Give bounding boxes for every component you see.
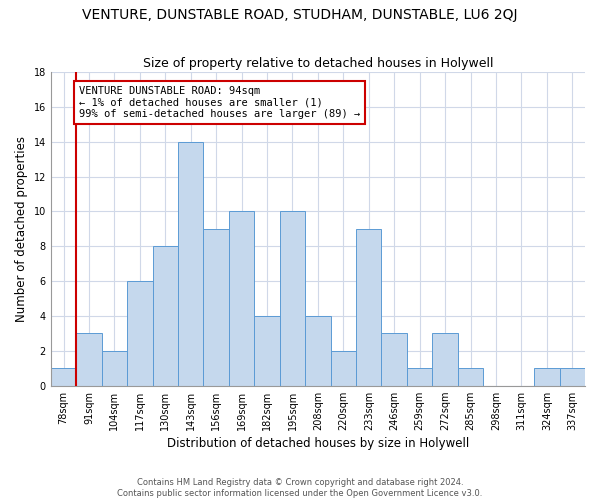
Text: Contains HM Land Registry data © Crown copyright and database right 2024.
Contai: Contains HM Land Registry data © Crown c… xyxy=(118,478,482,498)
Bar xyxy=(382,334,407,386)
Title: Size of property relative to detached houses in Holywell: Size of property relative to detached ho… xyxy=(143,56,493,70)
Bar xyxy=(229,212,254,386)
Bar xyxy=(534,368,560,386)
Bar xyxy=(178,142,203,386)
Bar xyxy=(280,212,305,386)
Bar xyxy=(560,368,585,386)
Bar xyxy=(152,246,178,386)
Bar xyxy=(254,316,280,386)
Bar xyxy=(305,316,331,386)
Bar xyxy=(356,229,382,386)
X-axis label: Distribution of detached houses by size in Holywell: Distribution of detached houses by size … xyxy=(167,437,469,450)
Text: VENTURE, DUNSTABLE ROAD, STUDHAM, DUNSTABLE, LU6 2QJ: VENTURE, DUNSTABLE ROAD, STUDHAM, DUNSTA… xyxy=(82,8,518,22)
Text: VENTURE DUNSTABLE ROAD: 94sqm
← 1% of detached houses are smaller (1)
99% of sem: VENTURE DUNSTABLE ROAD: 94sqm ← 1% of de… xyxy=(79,86,360,119)
Bar xyxy=(407,368,433,386)
Bar xyxy=(101,351,127,386)
Bar xyxy=(433,334,458,386)
Bar xyxy=(331,351,356,386)
Y-axis label: Number of detached properties: Number of detached properties xyxy=(15,136,28,322)
Bar xyxy=(203,229,229,386)
Bar xyxy=(458,368,483,386)
Bar xyxy=(127,281,152,386)
Bar xyxy=(76,334,101,386)
Bar xyxy=(51,368,76,386)
